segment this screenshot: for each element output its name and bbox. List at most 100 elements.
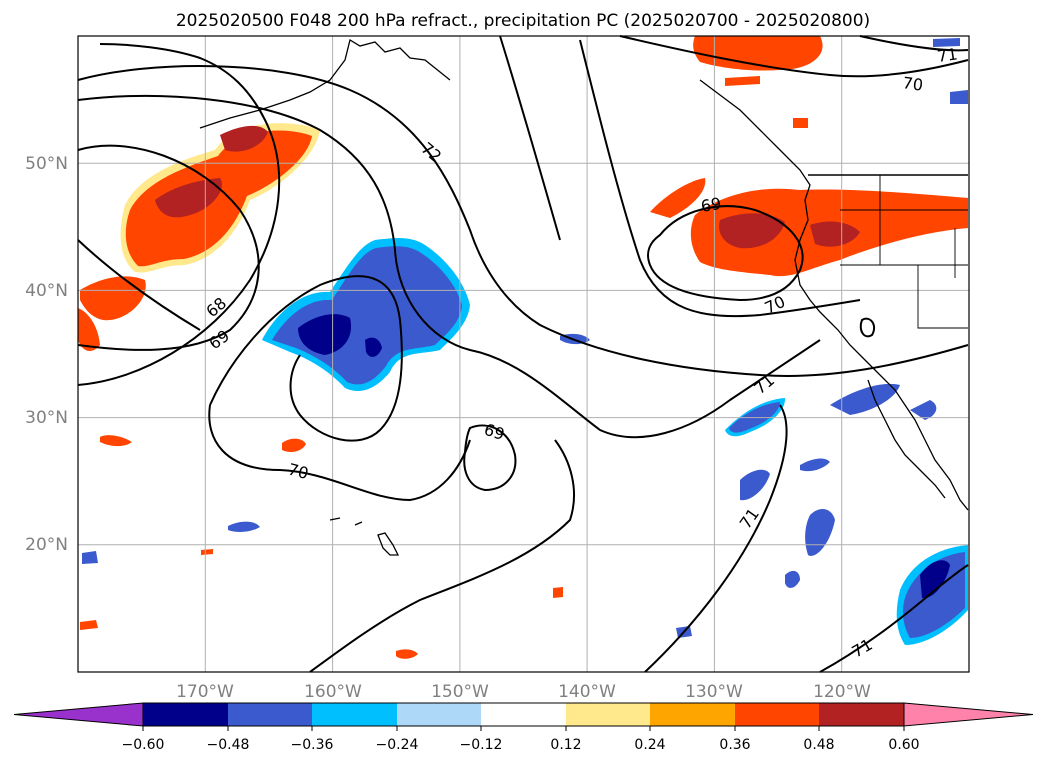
map-background: [78, 36, 969, 672]
contour-line: [208, 404, 471, 502]
colorbar-tick-label: −0.60: [122, 737, 165, 753]
positive-anomaly-region: [78, 308, 100, 352]
longitude-label: 170°W: [176, 682, 234, 702]
colorbar-segment: [735, 703, 819, 726]
colorbar: −0.60 −0.48 −0.36 −0.24 −0.12 0.12 0.24 …: [13, 702, 1034, 753]
positive-anomaly-region: [80, 620, 98, 630]
latitude-label: 30°N: [25, 408, 68, 428]
negative-anomaly-region: [805, 508, 835, 556]
contour-line: [77, 43, 281, 386]
positive-anomaly-region: [80, 276, 146, 321]
contour-line: [819, 564, 969, 673]
contour-label: 71: [936, 44, 959, 66]
colorbar-extend-low: [13, 702, 144, 727]
longitude-label: 160°W: [304, 682, 362, 702]
negative-anomaly-region: [228, 521, 260, 532]
colorbar-segment: [566, 703, 650, 726]
positive-anomaly-region: [693, 36, 823, 71]
map-panel: 72 68 69 70 69 69 70 71 71 70 71 71: [77, 35, 970, 673]
colorbar-tick-labels: −0.60 −0.48 −0.36 −0.24 −0.12 0.12 0.24 …: [122, 737, 920, 753]
colorbar-tick-label: −0.36: [291, 737, 334, 753]
positive-anomaly-region: [125, 130, 313, 267]
colorbar-tick-label: 0.36: [719, 737, 750, 753]
latitude-labels: 50°N 40°N 30°N 20°N: [25, 154, 68, 555]
positive-anomaly-region: [282, 438, 306, 452]
colorbar-segment: [143, 703, 228, 726]
longitude-label: 120°W: [813, 682, 871, 702]
contour-line: [463, 424, 517, 492]
contour-line: [644, 404, 788, 673]
coastline-alaska: [199, 38, 451, 129]
colorbar-segment: [228, 703, 312, 726]
negative-anomaly-region: [82, 551, 98, 564]
map-frame: [77, 35, 970, 673]
colorbar-segment: [650, 703, 735, 726]
negative-anomaly-region: [800, 458, 830, 472]
colorbar-segment: [819, 703, 904, 726]
negative-anomaly-region: [920, 560, 950, 599]
colorbar-segment: [312, 703, 397, 726]
contour-label: 70: [901, 73, 924, 95]
positive-anomaly-region: [220, 125, 268, 152]
positive-anomaly-region: [725, 76, 760, 86]
gridlines: [78, 36, 969, 672]
negative-anomaly-region: [902, 552, 965, 638]
negative-anomaly-region: [298, 314, 352, 355]
positive-anomaly-region: [650, 178, 706, 218]
longitude-labels: 170°W 160°W 150°W 140°W 130°W 120°W: [176, 682, 871, 702]
refractivity-contours: [77, 35, 969, 673]
positive-anomaly-region: [553, 587, 563, 598]
positive-anomaly-regions: [78, 36, 968, 659]
contour-line: [77, 239, 201, 331]
contour-line: [77, 94, 821, 439]
contour-line: [77, 65, 969, 377]
negative-anomaly-region: [910, 400, 937, 420]
contour-line: [77, 144, 260, 351]
colorbar-tick-label: 0.12: [550, 737, 581, 753]
contour-label: 69: [699, 194, 722, 216]
colorbar-tick-label: −0.48: [207, 737, 250, 753]
positive-anomaly-region: [810, 221, 860, 247]
longitude-label: 150°W: [431, 682, 489, 702]
latitude-label: 20°N: [25, 535, 68, 555]
colorbar-tick-label: 0.24: [634, 737, 665, 753]
longitude-label: 130°W: [685, 682, 743, 702]
positive-anomaly-region: [100, 435, 132, 447]
border-states: [840, 175, 968, 329]
positive-anomaly-region: [396, 649, 418, 659]
negative-anomaly-region: [830, 383, 900, 415]
contour-line: [209, 275, 403, 442]
contour-line: [499, 35, 561, 241]
latitude-label: 50°N: [25, 154, 68, 174]
negative-anomaly-region: [933, 38, 960, 47]
colorbar-frame: [142, 702, 905, 727]
colorbar-ticks: [142, 726, 905, 731]
negative-anomaly-region: [365, 337, 382, 357]
contour-line: [579, 39, 861, 318]
colorbar-tick-label: −0.24: [376, 737, 419, 753]
contour-line: [647, 205, 804, 302]
contour-line: [859, 35, 969, 52]
contour-line: [309, 439, 576, 673]
colorbar-segment: [397, 703, 481, 726]
negative-anomaly-region: [785, 570, 800, 588]
latitude-label: 40°N: [25, 281, 68, 301]
negative-anomaly-regions: [82, 38, 968, 645]
contour-line: [619, 35, 969, 78]
coastline-baja: [867, 379, 946, 499]
longitude-label: 140°W: [558, 682, 616, 702]
colorbar-tick-label: 0.60: [888, 737, 919, 753]
positive-anomaly-region: [793, 118, 808, 128]
coastlines: [199, 38, 969, 556]
contour-line: [859, 317, 876, 338]
colorbar-tick-label: −0.12: [460, 737, 503, 753]
coastline-hawaii: [329, 517, 400, 556]
negative-anomaly-region: [950, 90, 968, 104]
contour-label: 70: [286, 460, 311, 484]
colorbar-extend-high: [903, 702, 1034, 727]
figure-title: 2025020500 F048 200 hPa refract., precip…: [176, 11, 870, 31]
colorbar-segment: [481, 703, 566, 726]
coastline-north-america: [699, 79, 969, 511]
colorbar-tick-label: 0.48: [803, 737, 834, 753]
